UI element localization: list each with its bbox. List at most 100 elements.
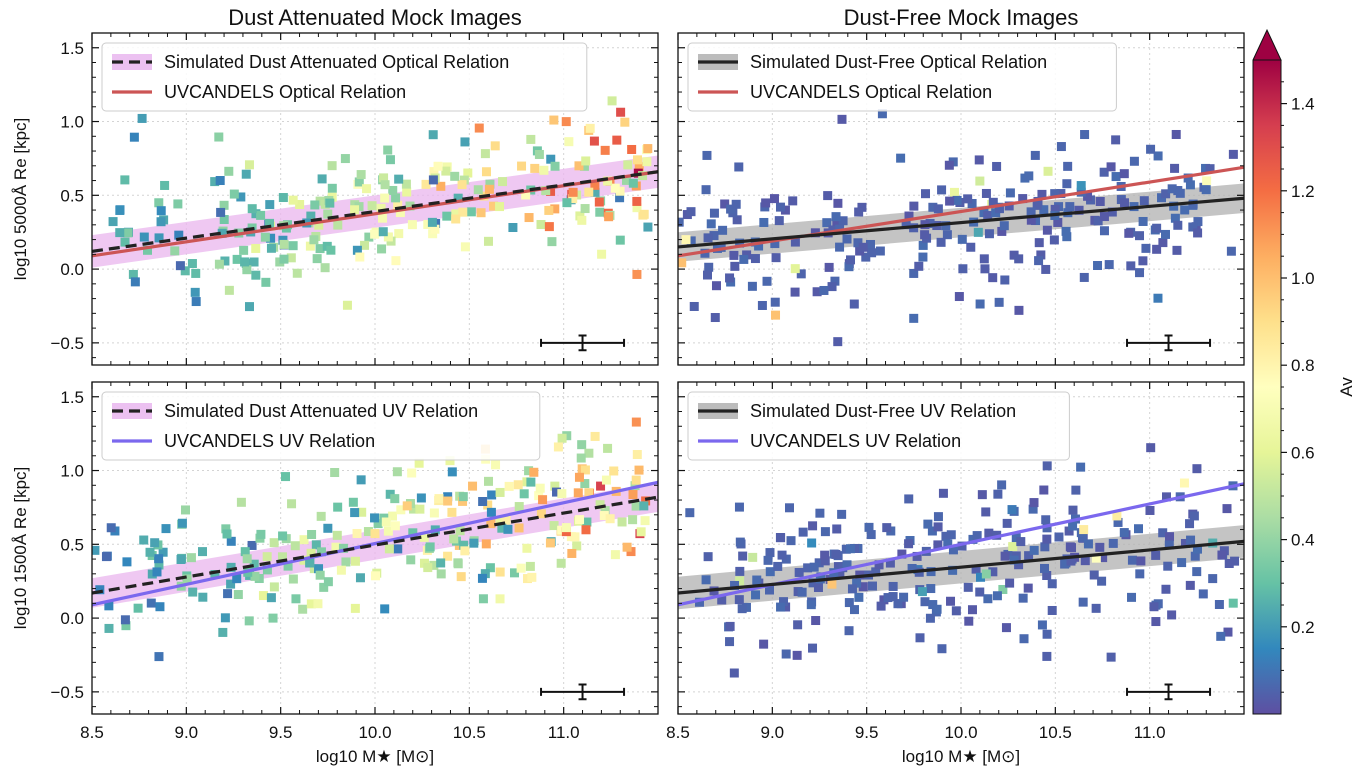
data-point (373, 519, 383, 529)
data-point (633, 155, 643, 165)
data-point (904, 539, 914, 549)
data-point (937, 185, 947, 195)
panel-title: Dust-Free Mock Images (844, 5, 1079, 30)
data-point (501, 515, 511, 525)
data-point (460, 546, 470, 556)
data-point (1167, 184, 1177, 194)
data-point (147, 569, 157, 579)
data-point (946, 596, 956, 606)
data-point (326, 245, 336, 255)
data-point (1076, 462, 1086, 472)
data-point (323, 577, 333, 587)
data-point (576, 453, 586, 463)
data-point (217, 228, 227, 238)
data-point (792, 650, 802, 660)
data-point (447, 467, 457, 477)
data-point (186, 553, 196, 563)
data-point (120, 237, 130, 247)
data-point (579, 161, 589, 171)
data-point (154, 560, 164, 570)
error-bar (540, 334, 626, 352)
data-point (610, 183, 620, 193)
data-point (830, 276, 840, 286)
data-point (408, 528, 418, 538)
data-point (1139, 196, 1149, 206)
data-point (909, 268, 919, 278)
data-point (477, 573, 487, 583)
data-point (219, 200, 229, 210)
data-point (907, 563, 917, 573)
data-point (495, 487, 505, 497)
data-point (1170, 163, 1180, 173)
panel-3: 8.5 9.0 9.5 10.0 10.5 11.0 −0.5 0.0 0.5 1.0 1.5 log… (11, 381, 659, 766)
uvcandels-relation-line (92, 480, 658, 607)
data-point (994, 204, 1004, 214)
data-point (244, 160, 254, 170)
data-point (1029, 498, 1039, 508)
data-point (917, 587, 927, 597)
data-point (521, 190, 531, 200)
data-point (277, 552, 287, 562)
data-point (941, 531, 951, 541)
data-point (776, 533, 786, 543)
data-point (833, 337, 843, 347)
data-point (1192, 567, 1202, 577)
data-point (323, 523, 333, 533)
data-point (774, 216, 784, 226)
data-point (981, 507, 991, 517)
data-point (1111, 135, 1121, 145)
data-point (393, 544, 403, 554)
data-point (305, 558, 315, 568)
data-point (735, 576, 745, 586)
data-point (974, 155, 984, 165)
data-point (686, 207, 696, 217)
data-point (725, 637, 735, 647)
data-point (266, 593, 276, 603)
data-point (717, 595, 727, 605)
plot-area (678, 443, 1244, 701)
data-point (356, 475, 366, 485)
data-point (539, 165, 549, 175)
data-point (519, 489, 529, 499)
data-point (191, 297, 201, 307)
data-point (888, 592, 898, 602)
data-point (734, 502, 744, 512)
data-point (735, 537, 745, 547)
data-point (1202, 176, 1212, 186)
colorbar-tick-label: 0.8 (1291, 356, 1315, 375)
data-point (380, 193, 390, 203)
data-point (1079, 525, 1089, 535)
data-point (1151, 617, 1161, 627)
data-point (1198, 589, 1208, 599)
data-point (867, 248, 877, 258)
data-point (406, 555, 416, 565)
data-point (288, 241, 298, 251)
data-point (224, 285, 234, 295)
data-point (562, 431, 572, 441)
data-point (370, 229, 380, 239)
data-point (812, 287, 822, 297)
data-point (495, 202, 505, 212)
legend-label: UVCANDELS Optical Relation (750, 82, 992, 102)
data-point (436, 181, 446, 191)
x-tick-label: 11.0 (1134, 723, 1166, 742)
data-point (992, 591, 1002, 601)
data-point (1008, 542, 1018, 552)
data-point (923, 519, 933, 529)
data-point (210, 570, 220, 580)
data-point (808, 521, 818, 531)
data-point (1009, 250, 1019, 260)
data-point (1180, 538, 1190, 548)
data-point (104, 623, 114, 633)
data-point (348, 497, 358, 507)
data-point (241, 169, 251, 179)
data-point (530, 163, 540, 173)
data-point (631, 501, 641, 511)
data-point (1119, 528, 1129, 538)
data-point (1091, 603, 1101, 613)
data-point (1134, 524, 1143, 534)
data-point (355, 252, 365, 262)
data-point (770, 297, 780, 307)
data-point (984, 229, 994, 239)
data-point (632, 196, 642, 206)
